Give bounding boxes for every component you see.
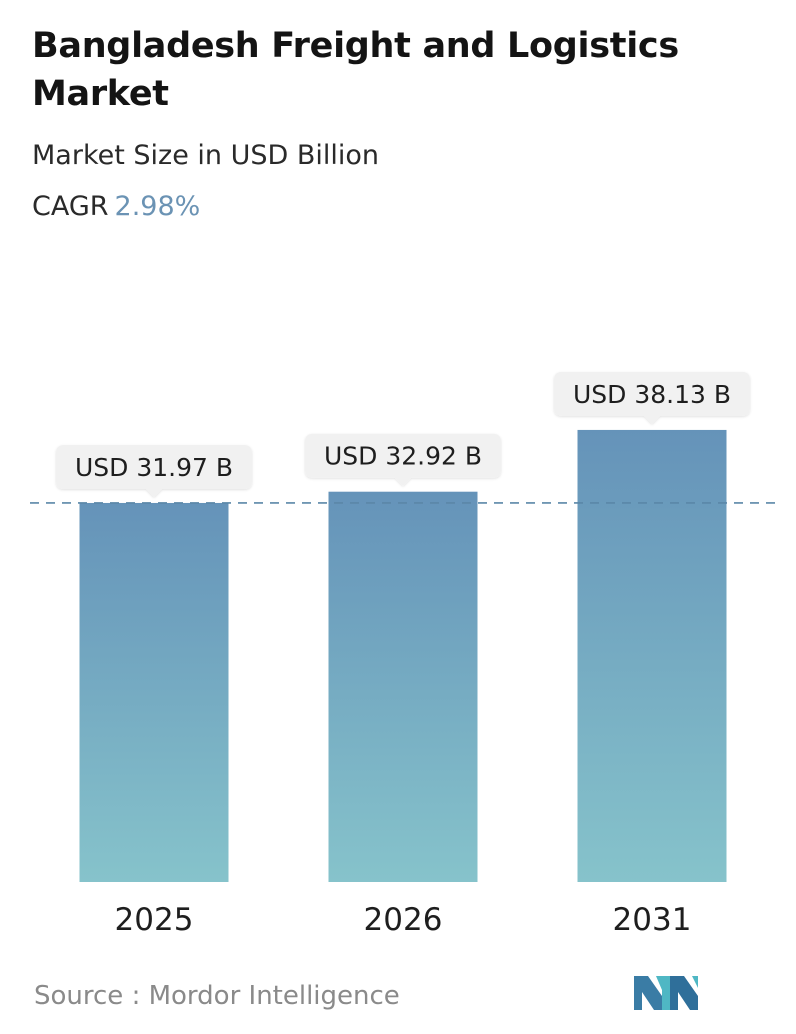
x-tick-2026: 2026: [364, 902, 443, 938]
chart-title: Bangladesh Freight and Logistics Market: [32, 26, 679, 114]
chart-subtitle: Market Size in USD Billion: [32, 140, 380, 171]
cagr-value: 2.98%: [114, 191, 201, 222]
cagr-label: CAGR: [32, 191, 109, 222]
bar-2031: [577, 429, 727, 882]
source-note: Source : Mordor Intelligence: [34, 981, 400, 1011]
x-tick-2025: 2025: [115, 902, 194, 938]
data-label-2025: USD 31.97 B: [56, 444, 252, 497]
data-label-text: USD 38.13 B: [573, 380, 731, 409]
bar-2026: [328, 491, 478, 882]
x-tick-2031: 2031: [613, 902, 692, 938]
data-label-2031: USD 38.13 B: [554, 371, 750, 424]
data-label-text: USD 31.97 B: [75, 453, 233, 482]
cagr-line: CAGR 2.98%: [32, 189, 200, 225]
bar-2025: [79, 502, 229, 882]
data-label-2026: USD 32.92 B: [305, 433, 501, 486]
data-label-text: USD 32.92 B: [324, 442, 482, 471]
mordor-intelligence-logo: [634, 976, 698, 1010]
